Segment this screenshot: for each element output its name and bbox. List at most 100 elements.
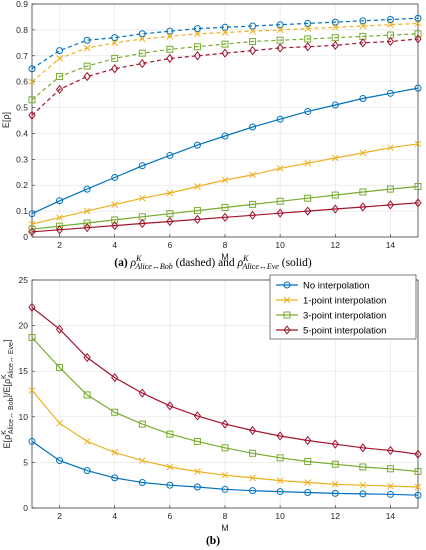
data-point	[304, 159, 312, 167]
data-point	[83, 223, 91, 233]
data-point	[359, 463, 367, 471]
x-axis-label: M	[221, 252, 229, 262]
data-point	[276, 36, 284, 44]
data-point	[83, 352, 91, 363]
data-point	[83, 62, 91, 70]
data-point	[249, 38, 257, 46]
data-point	[304, 42, 312, 52]
data-point	[359, 38, 367, 48]
series-line	[31, 202, 419, 233]
data-point	[414, 34, 422, 44]
data-point	[276, 165, 284, 172]
series-8	[28, 198, 422, 237]
data-point	[304, 35, 312, 43]
data-point	[28, 302, 36, 312]
data-point	[83, 44, 91, 52]
x-tick-label: 8	[223, 240, 228, 250]
data-point	[359, 490, 367, 498]
data-point	[414, 183, 422, 191]
y-tick-label: 0	[23, 503, 28, 513]
y-tick-label: 0.4	[16, 128, 28, 138]
legend-label: 5-point interpolation	[303, 326, 386, 337]
data-point	[359, 202, 367, 212]
data-point	[304, 488, 312, 496]
y-tick-label: 20	[19, 321, 29, 331]
chart-b: 2 4 6 8 10 12 14 0 5 10 15 20 25 M E[ρKAlice↔ Bob]/E[ρ…	[1, 274, 422, 547]
data-point	[138, 388, 146, 398]
data-point	[414, 140, 422, 148]
data-point	[249, 27, 256, 35]
data-point	[56, 364, 64, 372]
chart-a: 2 4 6 8 10 12 14 0 0.1 0.2 0.3 0.4 0.5 0.6 0.7 0.8 0.9 M E…	[1, 0, 422, 271]
series-line	[31, 440, 419, 496]
data-point	[304, 25, 312, 32]
legend-label: 1-point interpolation	[303, 296, 386, 307]
y-tick-label: 5	[23, 457, 28, 467]
data-point	[83, 467, 91, 475]
x-tick-label: 14	[386, 240, 396, 250]
data-point	[83, 207, 91, 215]
data-point	[331, 101, 339, 109]
data-point	[276, 208, 284, 218]
data-point	[111, 39, 119, 47]
data-point	[249, 487, 257, 495]
data-point	[304, 19, 312, 27]
legend-marker	[283, 325, 291, 335]
series-line	[31, 185, 419, 230]
y-tick-label: 0.1	[16, 206, 28, 216]
x-tick-label: 6	[167, 511, 172, 521]
data-point	[55, 84, 64, 95]
legend-label: No interpolation	[303, 281, 370, 292]
data-point	[111, 201, 119, 208]
y-tick-label: 0.9	[16, 0, 28, 9]
series-5	[28, 84, 422, 218]
legend-item: 5-point interpolation	[276, 325, 386, 337]
x-tick-label: 14	[386, 511, 396, 521]
data-point	[221, 23, 229, 31]
data-point	[138, 35, 146, 43]
series-1	[28, 14, 422, 73]
data-point	[221, 132, 229, 140]
data-point	[276, 454, 284, 462]
data-point	[193, 51, 202, 61]
data-point	[359, 149, 367, 157]
data-point	[111, 449, 119, 456]
x-tick-label: 4	[112, 240, 117, 250]
y-tick-label: 0	[23, 232, 28, 242]
data-point	[166, 27, 174, 35]
data-point	[386, 89, 394, 97]
series-line	[31, 87, 419, 215]
legend-label: 3-point interpolation	[303, 311, 386, 322]
data-point	[166, 463, 174, 471]
data-point	[276, 21, 284, 29]
data-point	[331, 489, 339, 497]
caption-a: (a) ρK Alice↔Bob (dashed) and ρK Alice↔Eve…	[114, 254, 312, 271]
data-point	[331, 439, 339, 449]
data-point	[56, 419, 63, 427]
series-line	[31, 33, 419, 101]
data-point	[359, 94, 367, 102]
data-point	[414, 491, 422, 499]
data-point	[276, 43, 284, 53]
data-point	[221, 29, 229, 36]
data-point	[359, 443, 367, 453]
data-point	[249, 200, 257, 208]
data-point	[276, 431, 284, 441]
data-point	[166, 401, 174, 411]
data-point	[387, 482, 394, 490]
data-point	[193, 483, 201, 491]
series-line	[31, 337, 419, 473]
y-tick-label: 0.5	[16, 103, 28, 113]
data-point	[248, 425, 257, 436]
data-point	[111, 34, 119, 42]
data-point	[221, 485, 229, 493]
data-point	[194, 183, 201, 190]
data-point	[276, 115, 284, 123]
data-point	[331, 34, 339, 42]
data-point	[331, 40, 339, 51]
data-point	[304, 206, 312, 216]
data-point	[249, 123, 257, 131]
data-point	[221, 471, 229, 479]
data-point	[386, 465, 394, 473]
data-point	[56, 222, 64, 230]
